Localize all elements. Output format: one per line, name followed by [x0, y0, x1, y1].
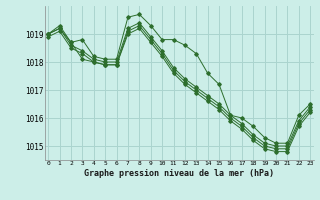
X-axis label: Graphe pression niveau de la mer (hPa): Graphe pression niveau de la mer (hPa) [84, 169, 274, 178]
